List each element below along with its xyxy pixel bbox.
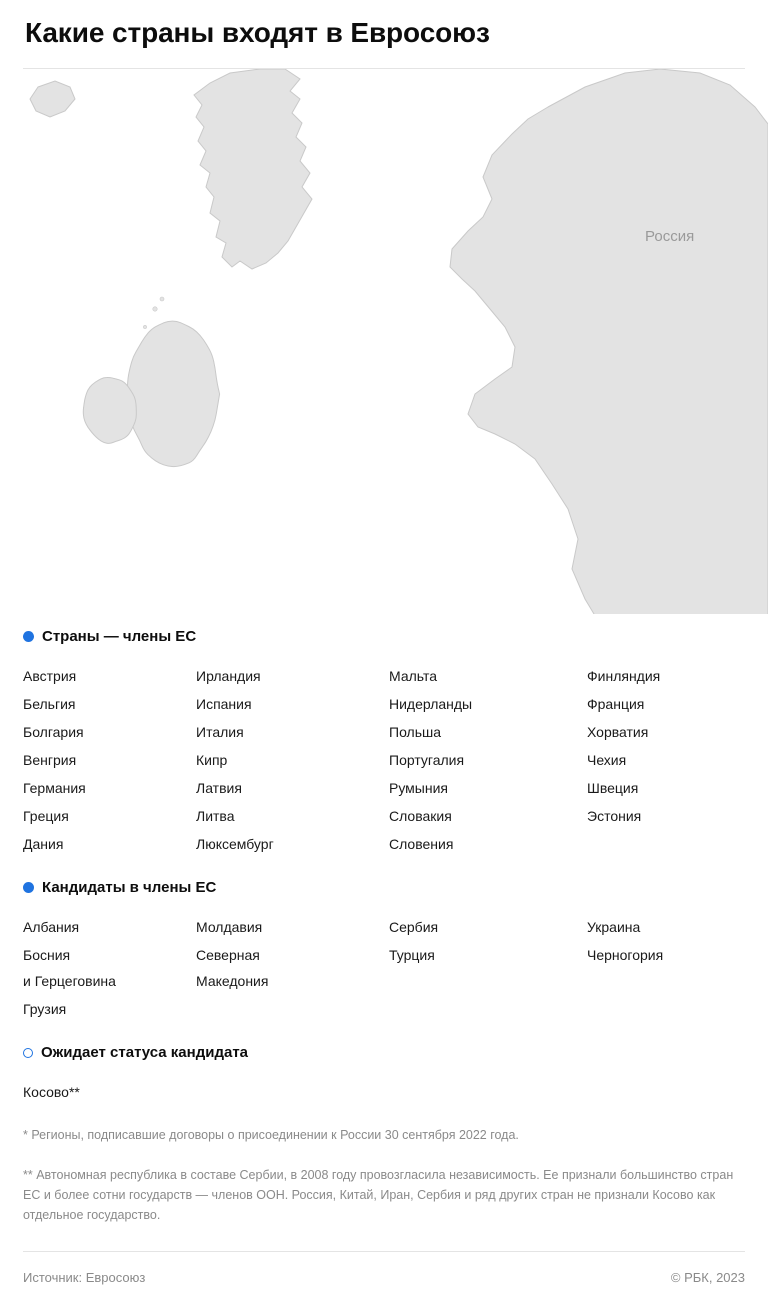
svg-text:Россия: Россия: [645, 228, 694, 245]
